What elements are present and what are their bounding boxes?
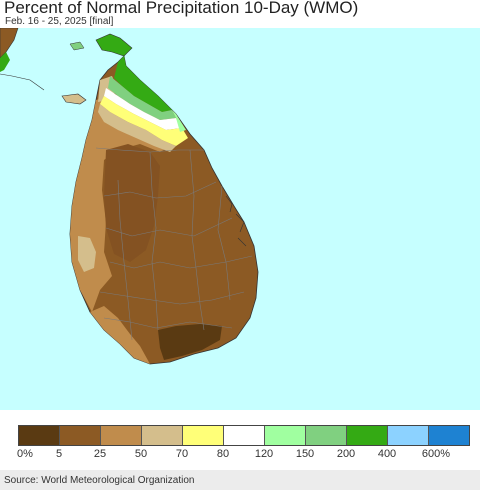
- india-coast-green: [0, 52, 10, 72]
- map-panel: [0, 28, 480, 410]
- legend-tick-label: 600%: [421, 448, 451, 460]
- north-east-coast: [172, 110, 186, 132]
- legend-swatch: [224, 426, 265, 445]
- legend-swatch: [429, 426, 469, 445]
- north-light-green: [108, 76, 176, 120]
- legend-tick-label: 400: [377, 448, 397, 460]
- source-credit: Source: World Meteorological Organizatio…: [4, 475, 195, 486]
- sri-lanka-map: [0, 28, 259, 365]
- legend-tick-label: 25: [93, 448, 107, 460]
- legend-tick-label: 150: [295, 448, 315, 460]
- legend-tick-label: 0%: [17, 448, 33, 460]
- legend-swatch: [306, 426, 347, 445]
- west-coast-patch: [78, 236, 96, 272]
- legend-tick-label: 200: [336, 448, 356, 460]
- southeast-dark: [158, 324, 222, 360]
- legend-tick-label: 80: [216, 448, 230, 460]
- legend-swatches: [18, 425, 470, 446]
- central-highlands: [104, 144, 160, 262]
- legend-swatch: [183, 426, 224, 445]
- jaffna-peninsula: [95, 33, 133, 57]
- northwest-band: [70, 96, 174, 312]
- legend-tick-label: 50: [134, 448, 148, 460]
- india-coast-outline: [0, 73, 45, 91]
- legend-swatch: [265, 426, 306, 445]
- legend-swatch: [60, 426, 101, 445]
- legend-swatch: [388, 426, 429, 445]
- legend-tick-label: 5: [55, 448, 63, 460]
- north-plain: [114, 56, 172, 112]
- legend-swatch: [101, 426, 142, 445]
- footer-bar: Source: World Meteorological Organizatio…: [0, 470, 480, 490]
- north-yellow-zone: [100, 96, 188, 146]
- legend-tick-label: 70: [175, 448, 189, 460]
- district-borders: [95, 147, 253, 341]
- legend-tick-label: 120: [254, 448, 274, 460]
- east-coast-lagoons: [225, 195, 247, 247]
- date-range-subtitle: Feb. 16 - 25, 2025 [final]: [5, 16, 114, 27]
- jaffna-islet: [69, 41, 85, 51]
- north-white-zone: [104, 88, 182, 130]
- color-legend: 0% 5 25 50 70 80 120 150 200 400 600%: [0, 410, 480, 470]
- legend-swatch: [347, 426, 388, 445]
- north-tan-zone: [98, 104, 176, 152]
- legend-swatch: [19, 426, 60, 445]
- south-west-band: [90, 306, 150, 364]
- mannar-island: [61, 93, 87, 105]
- map-title: Percent of Normal Precipitation 10-Day (…: [4, 0, 359, 17]
- india-coast: [0, 28, 19, 59]
- legend-swatch: [142, 426, 183, 445]
